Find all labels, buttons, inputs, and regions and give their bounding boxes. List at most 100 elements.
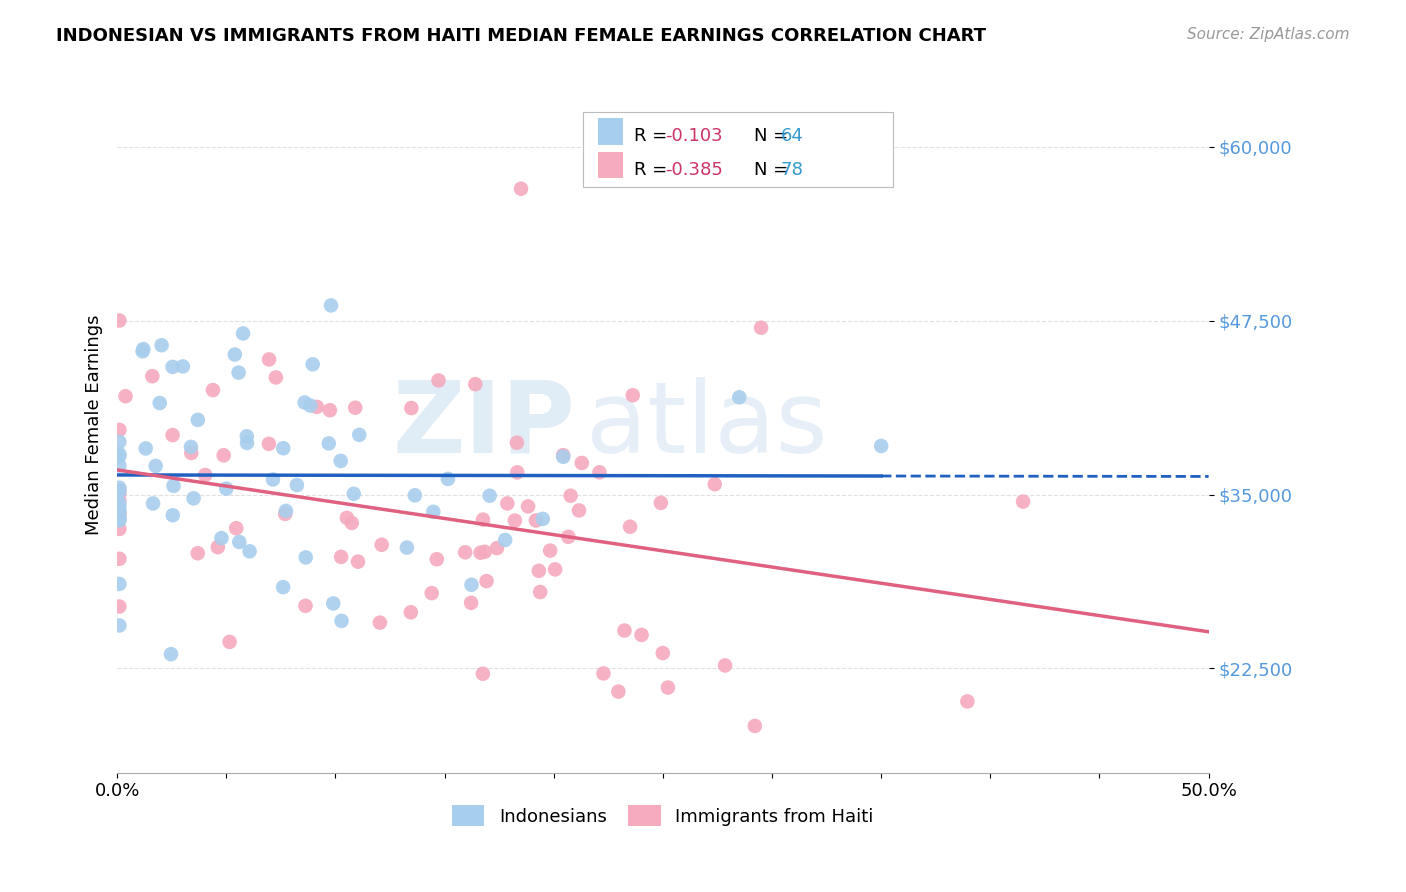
Point — [239, 544, 262, 558]
Point — [557, 530, 579, 544]
Point — [478, 489, 501, 503]
Point — [145, 458, 167, 473]
Point — [343, 487, 366, 501]
Point — [207, 540, 229, 554]
Point — [395, 541, 418, 555]
Point — [160, 647, 183, 661]
Text: R =: R = — [634, 161, 673, 178]
Point — [180, 446, 202, 460]
Point — [187, 413, 209, 427]
Point — [108, 458, 131, 473]
Point — [657, 681, 679, 695]
Point — [108, 513, 131, 527]
Point — [108, 484, 131, 499]
Point — [510, 182, 533, 196]
Point — [568, 503, 591, 517]
Point — [336, 511, 359, 525]
Point — [703, 477, 725, 491]
Point — [172, 359, 194, 374]
Point — [370, 538, 392, 552]
Point — [108, 551, 131, 566]
Point — [299, 399, 322, 413]
Point — [613, 624, 636, 638]
Point — [506, 435, 529, 450]
Point — [560, 489, 582, 503]
Point — [427, 373, 450, 387]
Point — [108, 599, 131, 614]
Point — [956, 694, 979, 708]
Point — [180, 440, 202, 454]
Point — [870, 439, 893, 453]
Point — [162, 428, 184, 442]
Point — [464, 377, 486, 392]
Point — [454, 545, 477, 559]
Point — [108, 618, 131, 632]
Point — [108, 447, 131, 461]
Point — [108, 508, 131, 522]
Point — [474, 545, 496, 559]
Text: N =: N = — [754, 161, 793, 178]
Point — [114, 389, 136, 403]
Text: R =: R = — [634, 127, 673, 145]
Point — [108, 486, 131, 500]
Point — [749, 320, 772, 334]
Point — [368, 615, 391, 630]
Legend: Indonesians, Immigrants from Haiti: Indonesians, Immigrants from Haiti — [444, 798, 882, 833]
Point — [485, 541, 508, 556]
Point — [271, 580, 294, 594]
Point — [108, 510, 131, 524]
Point — [529, 585, 551, 599]
Text: 64: 64 — [780, 127, 803, 145]
Point — [744, 719, 766, 733]
Point — [651, 646, 673, 660]
Point — [285, 478, 308, 492]
Point — [257, 352, 280, 367]
Point — [531, 512, 554, 526]
Point — [475, 574, 498, 588]
Point — [232, 326, 254, 341]
Point — [108, 577, 131, 591]
Point — [201, 383, 224, 397]
Point — [496, 496, 519, 510]
Point — [142, 496, 165, 510]
Point — [650, 496, 672, 510]
Point — [108, 481, 131, 495]
Point — [399, 605, 422, 619]
Point — [329, 454, 352, 468]
Point — [344, 401, 367, 415]
Point — [420, 586, 443, 600]
Point — [330, 549, 353, 564]
Point — [131, 344, 153, 359]
Point — [162, 479, 184, 493]
Text: atlas: atlas — [586, 376, 828, 474]
Point — [274, 504, 297, 518]
Point — [141, 369, 163, 384]
Point — [294, 395, 316, 409]
Point — [349, 428, 371, 442]
Point — [108, 505, 131, 519]
Point — [330, 614, 353, 628]
Point — [294, 599, 316, 613]
Point — [262, 473, 284, 487]
Point — [470, 546, 492, 560]
Point — [1012, 494, 1035, 508]
Point — [347, 555, 370, 569]
Text: N =: N = — [754, 127, 793, 145]
Text: -0.385: -0.385 — [665, 161, 723, 178]
Point — [108, 500, 131, 515]
Point — [538, 543, 561, 558]
Point — [228, 366, 250, 380]
Point — [553, 450, 575, 464]
Y-axis label: Median Female Earnings: Median Female Earnings — [86, 315, 103, 535]
Point — [108, 449, 131, 463]
Point — [588, 465, 610, 479]
Point — [527, 564, 550, 578]
Point — [215, 482, 238, 496]
Point — [225, 521, 247, 535]
Point — [187, 546, 209, 560]
Text: 78: 78 — [780, 161, 803, 178]
Point — [135, 442, 157, 456]
Point — [162, 359, 184, 374]
Point — [506, 466, 529, 480]
Point — [460, 578, 482, 592]
